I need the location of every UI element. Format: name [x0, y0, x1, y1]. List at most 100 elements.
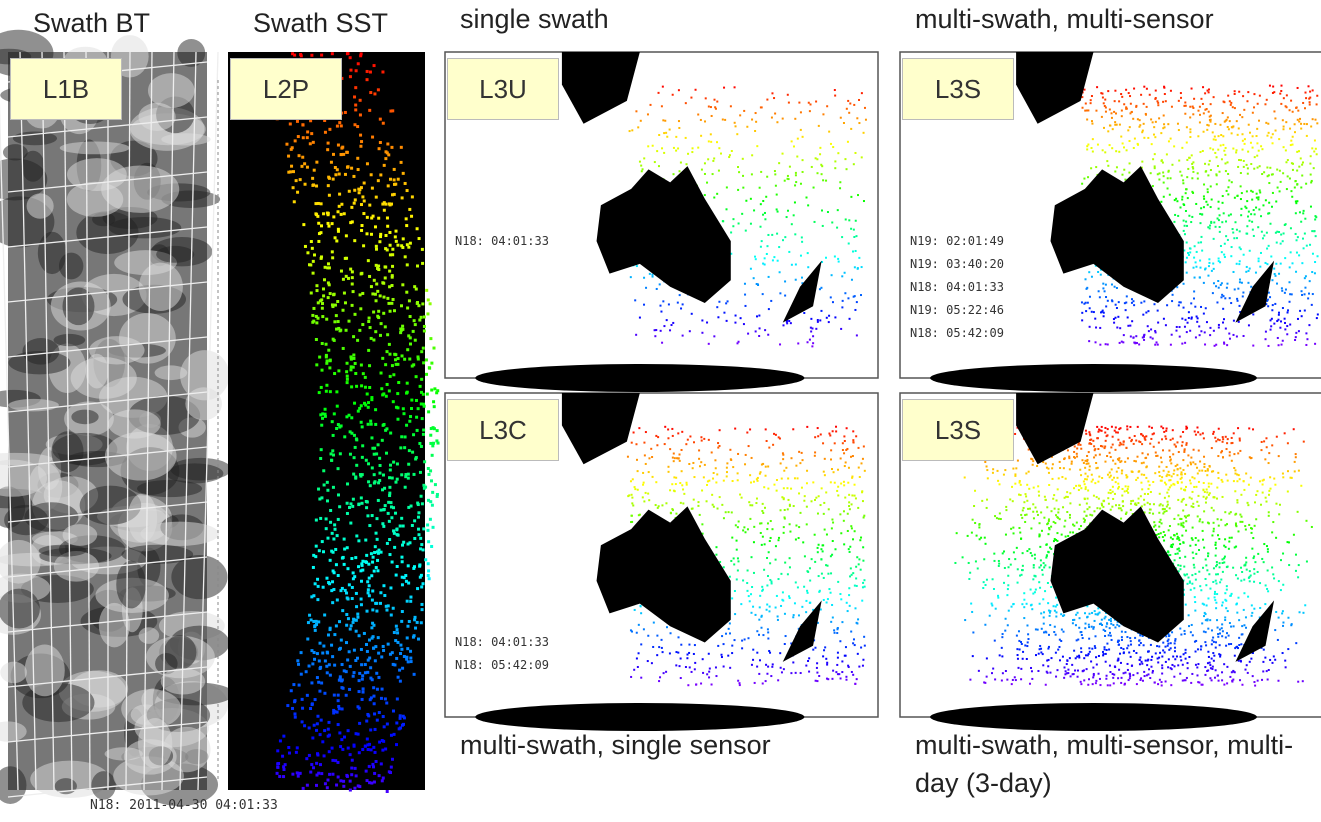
sst-pixel	[417, 304, 420, 307]
sst-pixel	[681, 431, 683, 433]
sst-pixel	[1192, 192, 1194, 194]
sst-pixel	[661, 342, 663, 344]
sst-pixel	[316, 715, 319, 718]
sst-pixel	[775, 559, 777, 561]
sst-pixel	[1157, 322, 1159, 324]
sst-pixel	[409, 315, 412, 318]
sst-pixel	[293, 200, 296, 203]
sst-pixel	[1170, 344, 1172, 346]
sst-pixel	[1255, 272, 1257, 274]
sst-pixel	[1122, 648, 1124, 650]
sst-pixel	[377, 552, 380, 555]
sst-pixel	[1252, 345, 1254, 347]
sst-pixel	[312, 272, 315, 275]
sst-pixel	[338, 648, 341, 651]
sst-pixel	[380, 762, 383, 765]
sst-pixel	[1263, 171, 1265, 173]
sst-pixel	[817, 427, 819, 429]
sst-pixel	[407, 334, 410, 337]
sst-pixel	[1272, 304, 1274, 306]
sst-pixel	[322, 212, 325, 215]
sst-pixel	[321, 652, 324, 655]
sst-pixel	[710, 141, 712, 143]
sst-pixel	[823, 599, 825, 601]
sst-pixel	[319, 299, 322, 302]
sst-pixel	[313, 724, 316, 727]
sst-pixel	[853, 638, 855, 640]
sst-pixel	[854, 607, 856, 609]
sst-pixel	[828, 315, 830, 317]
sst-pixel	[369, 326, 372, 329]
sst-pixel	[1276, 320, 1278, 322]
sst-pixel	[840, 328, 842, 330]
sst-pixel	[776, 233, 778, 235]
sst-pixel	[309, 142, 312, 145]
sst-pixel	[751, 504, 753, 506]
sst-pixel	[1199, 585, 1201, 587]
sst-pixel	[705, 97, 707, 99]
sst-pixel	[1250, 286, 1252, 288]
sst-pixel	[1155, 97, 1157, 99]
sst-pixel	[326, 651, 329, 654]
sst-pixel	[1314, 230, 1316, 232]
sst-pixel	[771, 117, 773, 119]
sst-pixel	[1199, 106, 1201, 108]
sst-pixel	[315, 315, 318, 318]
sst-pixel	[1227, 239, 1229, 241]
sst-pixel	[1282, 240, 1284, 242]
sst-pixel	[409, 596, 412, 599]
sst-pixel	[858, 666, 860, 668]
sst-pixel	[388, 520, 391, 523]
sst-pixel	[335, 784, 338, 787]
sst-pixel	[377, 636, 380, 639]
sst-pixel	[1124, 302, 1126, 304]
sst-pixel	[1181, 318, 1183, 320]
sst-pixel	[1208, 265, 1210, 267]
sst-pixel	[1105, 626, 1107, 628]
sst-pixel	[1302, 238, 1304, 240]
sst-pixel	[697, 505, 699, 507]
sst-pixel	[678, 120, 680, 122]
sst-pixel	[807, 660, 809, 662]
sst-pixel	[1195, 651, 1197, 653]
sst-pixel	[761, 240, 763, 242]
sst-pixel	[410, 215, 413, 218]
sst-pixel	[409, 600, 412, 603]
sst-pixel	[723, 665, 725, 667]
sst-pixel	[1129, 126, 1131, 128]
sst-pixel	[344, 173, 347, 176]
sst-pixel	[370, 217, 373, 220]
sst-pixel	[1190, 462, 1192, 464]
sst-pixel	[391, 265, 394, 268]
sst-pixel	[798, 492, 800, 494]
sst-pixel	[344, 589, 347, 592]
sst-pixel	[1280, 243, 1282, 245]
sst-pixel	[1309, 280, 1311, 282]
sst-pixel	[406, 600, 409, 603]
sst-pixel	[1211, 447, 1213, 449]
sst-pixel	[1167, 643, 1169, 645]
sst-pixel	[1180, 206, 1182, 208]
sst-pixel	[1064, 666, 1066, 668]
cloud	[8, 351, 70, 374]
sst-pixel	[327, 142, 330, 145]
sst-pixel	[672, 435, 674, 437]
sst-pixel	[766, 528, 768, 530]
sst-pixel	[370, 173, 373, 176]
sst-pixel	[758, 634, 760, 636]
sst-pixel	[1159, 172, 1161, 174]
sst-pixel	[363, 402, 366, 405]
sst-pixel	[772, 444, 774, 446]
sst-pixel	[766, 557, 768, 559]
sst-pixel	[1185, 105, 1187, 107]
sst-pixel	[815, 497, 817, 499]
sst-pixel	[1223, 318, 1225, 320]
sst-pixel	[820, 548, 822, 550]
sst-pixel	[334, 166, 337, 169]
sst-pixel	[801, 236, 803, 238]
sst-pixel	[667, 466, 669, 468]
sst-pixel	[348, 650, 351, 653]
sst-pixel	[382, 584, 385, 587]
sst-pixel	[825, 658, 827, 660]
sst-pixel	[1305, 183, 1307, 185]
